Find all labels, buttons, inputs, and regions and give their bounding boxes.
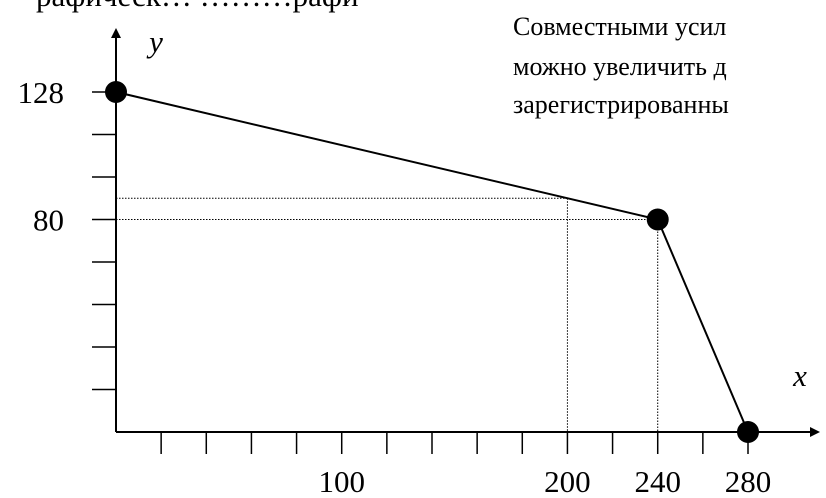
x-axis-label: x xyxy=(792,358,807,393)
side-text-line-1: Совместными усил xyxy=(513,12,727,41)
x-tick-label-280: 280 xyxy=(725,464,772,498)
side-text-line-2: можно увеличить д xyxy=(513,52,727,81)
side-text-line-3: зарегистрированны xyxy=(513,90,729,119)
series xyxy=(105,81,759,443)
x-tick-label-200: 200 xyxy=(544,464,591,498)
series-line-0 xyxy=(115,91,749,433)
data-point-2 xyxy=(737,421,759,443)
data-point-1 xyxy=(646,208,669,231)
ticks xyxy=(92,91,749,454)
y-axis-label: y xyxy=(146,24,163,59)
x-tick-label-100: 100 xyxy=(318,464,365,498)
axes xyxy=(111,28,820,437)
data-point-0 xyxy=(105,81,127,103)
x-tick-label-240: 240 xyxy=(634,464,681,498)
top-text-fragment: рафическ… ………рафи xyxy=(36,0,359,13)
labels: 100 200 240 280 80 128 x y рафическ… ………рафи xyxy=(18,0,808,498)
y-tick-label-80: 80 xyxy=(33,203,64,238)
reference-lines xyxy=(116,197,659,432)
y-tick-label-128: 128 xyxy=(18,75,65,110)
